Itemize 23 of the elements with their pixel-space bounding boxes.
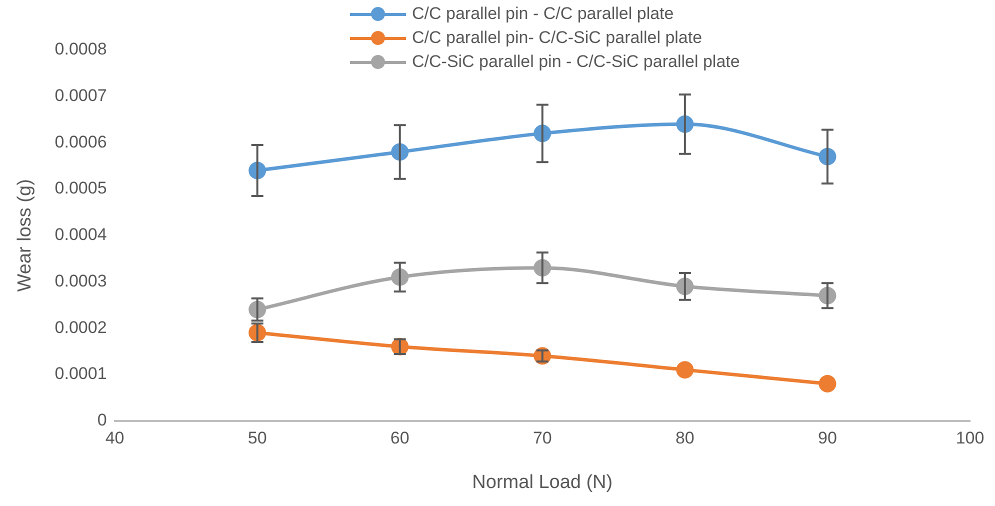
y-tick-label: 0.0006 [54, 132, 107, 152]
y-tick-label: 0.0004 [54, 225, 107, 244]
x-tick-label: 40 [105, 428, 124, 448]
x-tick-label: 60 [390, 428, 410, 448]
legend-label: C/C parallel pin- C/C-SiC parallel plate [412, 27, 702, 49]
y-tick-label: 0.0001 [54, 364, 107, 384]
x-tick-label: 80 [675, 428, 694, 448]
legend-label: C/C-SiC parallel pin - C/C-SiC parallel plate [412, 51, 740, 73]
x-tick-label: 100 [956, 428, 984, 448]
y-tick-label: 0 [97, 410, 107, 430]
x-axis-title: Normal Load (N) [472, 472, 613, 493]
x-tick-label: 70 [532, 428, 552, 448]
point [818, 374, 836, 392]
y-tick-label: 0.0008 [54, 40, 107, 59]
y-tick-label: 0.0002 [54, 318, 107, 337]
y-tick-label: 0.0005 [54, 178, 107, 198]
x-tick-label: 50 [248, 428, 267, 448]
legend-label: C/C parallel pin - C/C parallel plate [412, 3, 674, 25]
x-tick-label: 90 [818, 428, 837, 448]
y-tick-label: 0.0003 [54, 271, 107, 290]
point [676, 361, 694, 379]
y-axis-title: Wear loss (g) [14, 179, 36, 292]
y-tick-label: 0.0007 [54, 86, 107, 106]
